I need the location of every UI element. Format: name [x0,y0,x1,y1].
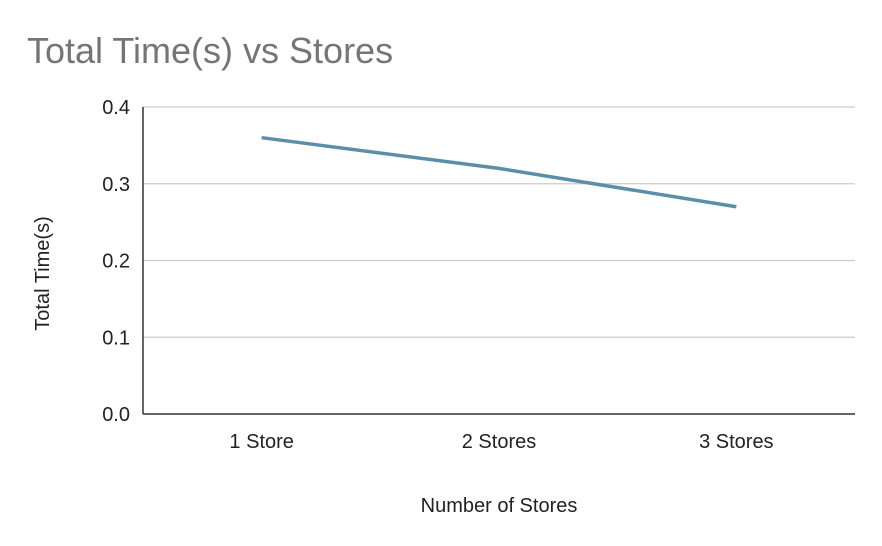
series-layer [261,135,737,209]
series-line-0 [261,135,737,209]
tick-labels: 0.0 0.1 0.2 0.3 0.4 1 Store 2 Stores 3 Stores [102,97,773,453]
y-tick-label: 0.4 [102,97,130,119]
x-tick-label: 1 Store [229,431,293,453]
x-tick-label: 2 Stores [462,431,536,453]
gridlines [143,106,855,338]
axes [142,107,855,415]
y-tick-label: 0.0 [102,404,130,426]
y-tick-label: 0.2 [102,251,130,273]
chart-title: Total Time(s) vs Stores [27,30,394,71]
y-tick-label: 0.3 [102,174,130,196]
x-axis-title: Number of Stores [421,495,578,517]
y-tick-label: 0.1 [102,327,130,349]
x-tick-label: 3 Stores [699,431,773,453]
y-axis-title: Total Time(s) [32,216,54,330]
